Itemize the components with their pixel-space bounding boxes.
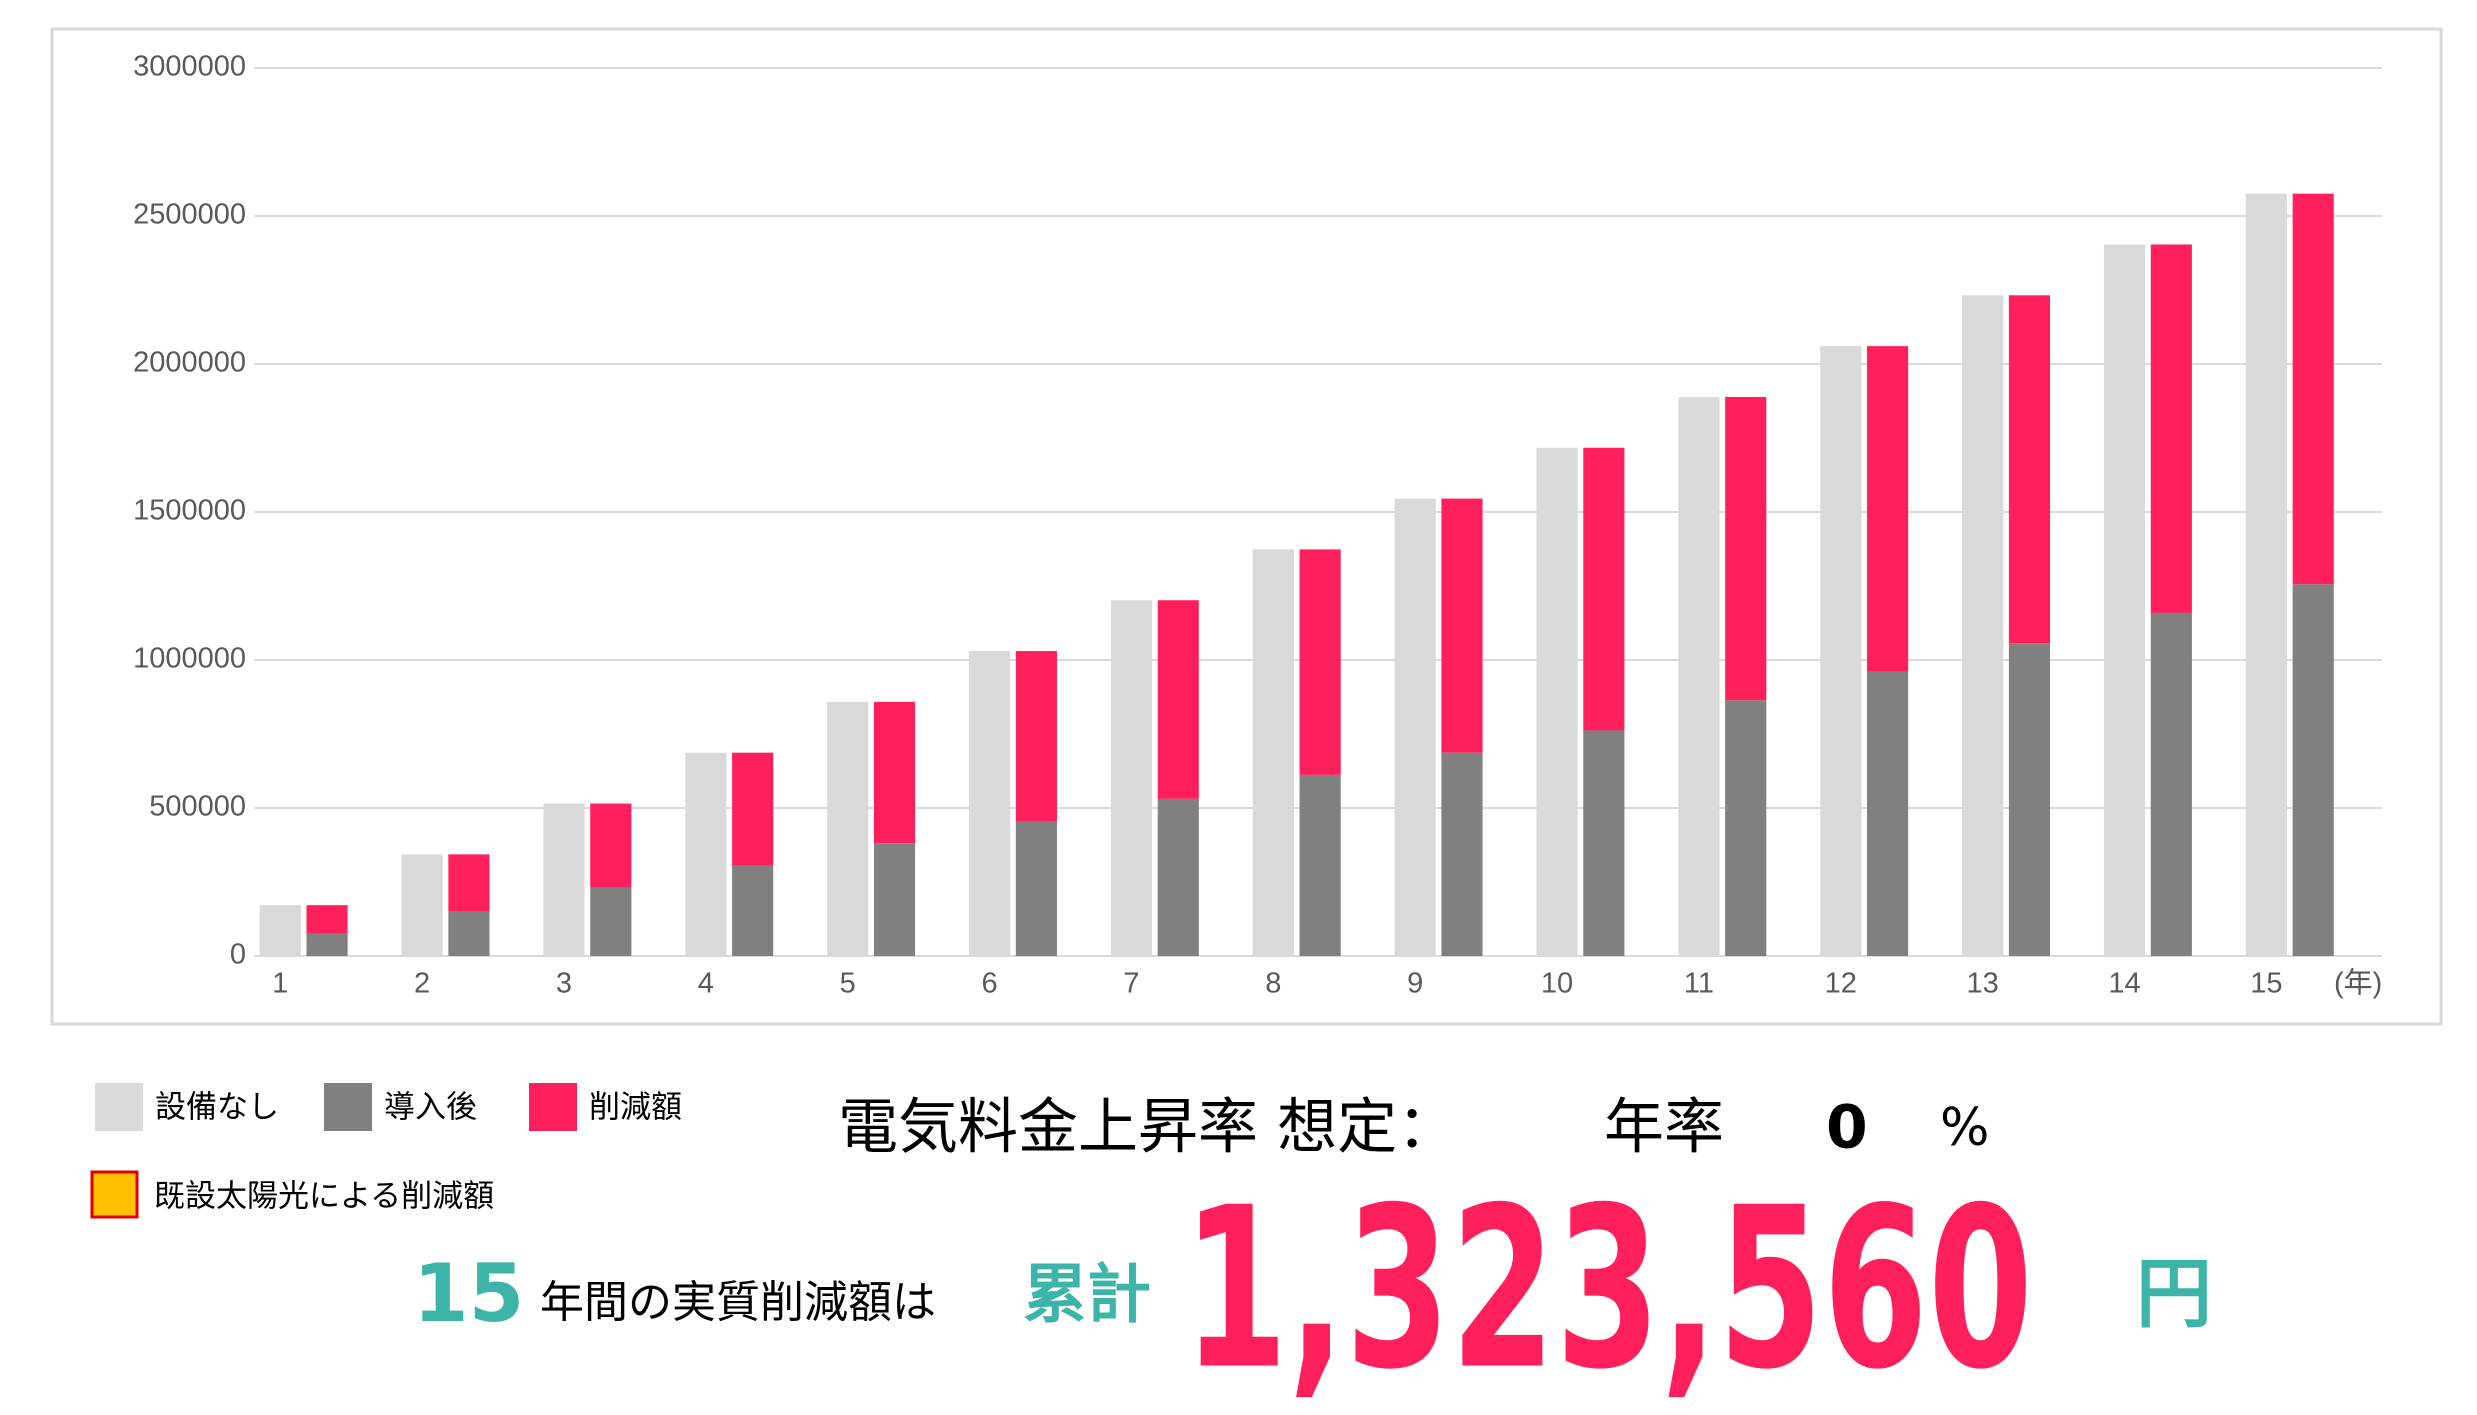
bar <box>1820 346 1862 957</box>
bar <box>1678 396 1720 956</box>
bar <box>1157 798 1199 956</box>
legend-swatch <box>95 1083 143 1131</box>
rate-prefix: 年率 <box>1604 1093 1724 1163</box>
bar <box>732 865 774 956</box>
bar <box>1867 346 1909 672</box>
legend-label: 設備なし <box>155 1090 279 1126</box>
bar <box>2008 295 2051 644</box>
x-tick-label: 6 <box>982 968 998 1000</box>
legend-swatch <box>90 1170 139 1219</box>
legend-swatch <box>324 1083 372 1131</box>
y-tick-label: 1000000 <box>133 643 246 675</box>
x-tick-label: 10 <box>1541 968 1573 1000</box>
chart-frame <box>50 27 2443 1026</box>
bar <box>448 854 490 912</box>
x-tick-label: 1 <box>272 968 288 1000</box>
x-tick-label: 3 <box>556 968 572 1000</box>
bar <box>401 854 443 956</box>
legend-swatch <box>529 1083 577 1131</box>
y-tick-label: 3000000 <box>133 51 246 83</box>
bar <box>2150 612 2192 956</box>
rate-label: 電気料金上昇率 想定： <box>838 1093 1457 1163</box>
bar <box>1015 821 1057 956</box>
total-value: 1,323,560 <box>1183 1161 2033 1415</box>
x-tick-label: 2 <box>414 968 430 1000</box>
x-tick-label: 14 <box>2108 968 2140 1000</box>
bar <box>1441 498 1483 753</box>
x-tick-label: 9 <box>1407 968 1423 1000</box>
x-tick-label: 7 <box>1123 968 1139 1000</box>
bar <box>1536 447 1578 956</box>
bar <box>1252 549 1294 956</box>
x-tick-label: 4 <box>698 968 714 1000</box>
x-axis-label: (年) <box>2334 967 2382 1000</box>
x-tick-label: 5 <box>840 968 856 1000</box>
y-tick-label: 500000 <box>149 791 246 823</box>
y-tick-label: 2000000 <box>133 347 246 379</box>
bar <box>873 701 916 844</box>
bar <box>1157 600 1199 799</box>
bar <box>2103 244 2146 956</box>
bar <box>732 752 774 866</box>
bar <box>306 905 348 934</box>
rate-unit: % <box>1940 1098 1989 1158</box>
bar <box>1110 600 1153 956</box>
bar <box>1583 730 1625 956</box>
x-tick-label: 13 <box>1967 968 1999 1000</box>
bar <box>873 843 916 956</box>
x-tick-label: 15 <box>2250 968 2282 1000</box>
bar <box>1583 447 1625 731</box>
years: 15 <box>413 1247 524 1340</box>
bar <box>2008 643 2051 956</box>
total-label: 累計 <box>1023 1259 1151 1333</box>
bar <box>1015 651 1057 822</box>
legend-label: 導入後 <box>384 1090 477 1126</box>
y-tick-label: 0 <box>230 939 246 971</box>
bar <box>1299 774 1341 956</box>
bar <box>1441 752 1483 956</box>
legend-label: 既設太陽光による削減額 <box>154 1179 494 1215</box>
bar <box>2150 244 2192 613</box>
x-tick-label: 8 <box>1265 968 1281 1000</box>
bar <box>448 911 490 956</box>
bar <box>259 905 301 956</box>
bar <box>306 933 348 956</box>
y-tick-label: 1500000 <box>133 495 246 527</box>
bar <box>1962 295 2004 956</box>
y-tick-label: 2500000 <box>133 199 246 231</box>
bar <box>2292 584 2334 956</box>
bar <box>1867 671 1909 956</box>
bar <box>969 651 1011 956</box>
bar <box>1394 498 1436 956</box>
x-tick-label: 11 <box>1684 968 1714 1000</box>
x-tick-label: 12 <box>1825 968 1857 1000</box>
bar <box>1725 396 1767 701</box>
bar <box>2245 193 2287 957</box>
bar <box>1725 700 1767 956</box>
bar <box>590 803 632 888</box>
bar <box>543 803 585 956</box>
rate-value: 0 <box>1826 1093 1868 1163</box>
total-unit: 円 <box>2136 1249 2212 1338</box>
years-text: 年間の実質削減額は <box>540 1277 936 1328</box>
bar <box>2292 193 2334 585</box>
bar <box>1299 549 1341 775</box>
legend-label: 削減額 <box>589 1090 682 1126</box>
bar <box>827 701 869 956</box>
bar <box>590 887 632 956</box>
bar <box>685 752 727 956</box>
